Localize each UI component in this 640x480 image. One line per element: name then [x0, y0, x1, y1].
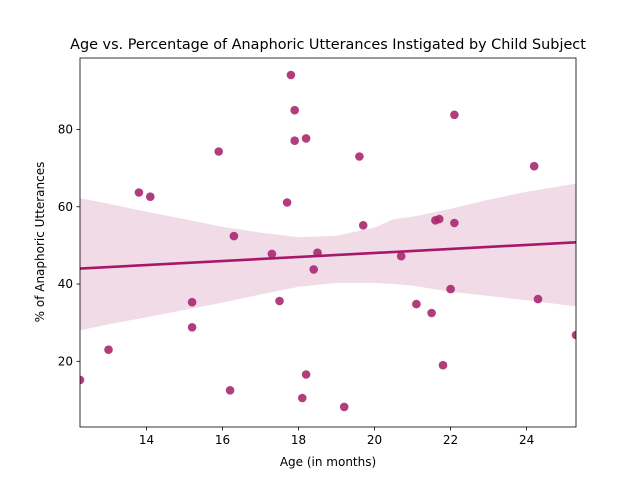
- data-point: [298, 393, 307, 403]
- confidence-band: [80, 183, 576, 331]
- y-tick-label: 80: [58, 122, 73, 136]
- x-tick-label: 14: [139, 433, 154, 447]
- data-point: [187, 323, 197, 332]
- data-point: [529, 161, 539, 171]
- data-point: [533, 294, 543, 304]
- data-point: [301, 134, 311, 143]
- x-tick-label: 20: [367, 433, 382, 447]
- data-point: [446, 284, 455, 294]
- data-point: [355, 152, 364, 161]
- data-point: [309, 265, 319, 274]
- x-tick-label: 24: [519, 433, 534, 447]
- x-tick-label: 18: [291, 433, 306, 447]
- data-point: [450, 218, 459, 228]
- y-tick-label: 40: [58, 277, 73, 291]
- y-tick-label: 20: [58, 354, 73, 368]
- data-point: [358, 221, 368, 230]
- y-tick-label: 60: [58, 200, 73, 214]
- data-point: [146, 192, 155, 201]
- data-point: [229, 231, 239, 241]
- x-tick-label: 22: [443, 433, 458, 447]
- data-point: [80, 375, 85, 385]
- data-point: [571, 330, 576, 340]
- data-point: [396, 251, 406, 261]
- data-point: [434, 214, 444, 224]
- data-point: [290, 105, 300, 115]
- data-point: [339, 402, 349, 412]
- data-point: [275, 296, 284, 306]
- data-point: [104, 345, 113, 355]
- data-point: [290, 136, 300, 145]
- data-point: [187, 297, 197, 307]
- chart-title: Age vs. Percentage of Anaphoric Utteranc…: [70, 37, 586, 53]
- axes: 14 16 18 20 22 24 20 40 60 80: [58, 57, 577, 447]
- data-point: [427, 308, 436, 318]
- data-point: [214, 147, 223, 156]
- data-point: [282, 198, 292, 207]
- data-point: [267, 249, 277, 259]
- y-axis-label: % of Anaphoric Utterances: [33, 162, 47, 323]
- data-point: [134, 188, 144, 197]
- data-point: [286, 70, 296, 80]
- regression-line: [80, 241, 576, 270]
- x-axis-label: Age (in months): [280, 455, 376, 469]
- data-point: [301, 370, 311, 379]
- plot-frame: [79, 57, 577, 428]
- data-point: [412, 299, 421, 309]
- data-point: [438, 360, 448, 370]
- data-point: [225, 386, 235, 395]
- x-tick-label: 16: [215, 433, 230, 447]
- data-point: [450, 110, 459, 120]
- plot-area: [80, 70, 576, 412]
